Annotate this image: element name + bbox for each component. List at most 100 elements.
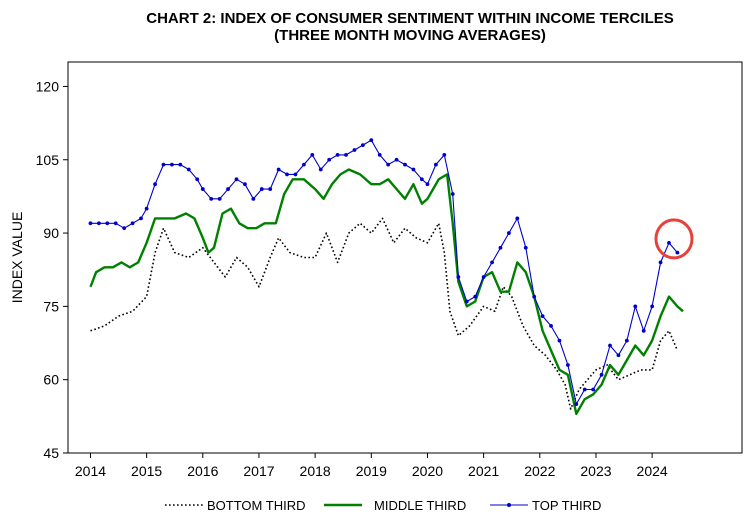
highlight-circle xyxy=(654,218,694,260)
data-point-top-third xyxy=(344,152,348,157)
x-tick-label: 2020 xyxy=(412,463,443,479)
y-axis-label: INDEX VALUE xyxy=(9,212,25,304)
series-line-middle-third xyxy=(89,168,684,416)
data-point-top-third xyxy=(523,245,528,250)
data-point-top-third xyxy=(633,304,638,309)
data-point-top-third xyxy=(498,245,503,250)
chart-title-line-1: CHART 2: INDEX OF CONSUMER SENTIMENT WIT… xyxy=(146,10,674,27)
data-point-top-third xyxy=(403,162,407,167)
data-point-top-third xyxy=(96,221,101,226)
y-tick-label: 90 xyxy=(43,225,59,241)
data-point-top-third xyxy=(557,338,562,343)
data-point-top-third xyxy=(217,196,222,201)
data-point-top-third xyxy=(318,167,323,172)
legend-label-middle-third: MIDDLE THIRD xyxy=(374,498,466,513)
data-point-top-third xyxy=(352,148,357,152)
x-tick-label: 2024 xyxy=(637,463,668,479)
legend-label-top-third: TOP THIRD xyxy=(532,498,601,513)
data-point-top-third xyxy=(178,162,183,167)
series-line-top-third xyxy=(90,139,678,405)
chart-title: CHART 2: INDEX OF CONSUMER SENTIMENT WIT… xyxy=(0,10,756,44)
data-point-top-third xyxy=(464,299,469,304)
legend-marker-top-third xyxy=(507,503,511,507)
data-point-top-third xyxy=(411,167,416,172)
data-point-top-third xyxy=(369,138,374,143)
data-point-top-third xyxy=(419,177,424,182)
data-point-top-third xyxy=(582,387,587,392)
data-point-top-third xyxy=(310,152,315,157)
x-tick-label: 2023 xyxy=(580,463,611,479)
data-point-top-third xyxy=(377,152,382,157)
data-point-top-third xyxy=(302,162,306,167)
data-point-top-third xyxy=(591,387,596,392)
x-tick-label: 2015 xyxy=(131,463,162,479)
data-point-top-third xyxy=(285,172,289,177)
data-point-top-third xyxy=(394,157,399,162)
y-tick-label: 105 xyxy=(36,152,60,168)
data-point-top-third xyxy=(667,240,671,245)
y-tick-label: 75 xyxy=(43,298,59,314)
data-point-top-third xyxy=(574,402,579,407)
data-point-top-third xyxy=(335,152,340,157)
data-point-top-third xyxy=(599,372,604,377)
x-tick-label: 2018 xyxy=(300,463,331,479)
data-point-top-third xyxy=(481,275,486,279)
x-tick-label: 2016 xyxy=(187,463,218,479)
data-point-top-third xyxy=(200,187,205,191)
data-point-top-third xyxy=(161,162,166,167)
data-point-top-third xyxy=(507,231,511,235)
y-tick-label: 45 xyxy=(43,445,59,461)
data-point-top-third xyxy=(144,206,149,211)
data-point-top-third xyxy=(293,172,298,177)
data-point-top-third xyxy=(234,177,239,182)
y-tick-label: 120 xyxy=(36,78,60,94)
x-tick-label: 2017 xyxy=(243,463,274,479)
data-point-top-third xyxy=(276,167,281,172)
data-point-top-third xyxy=(130,221,135,226)
data-point-top-third xyxy=(243,182,247,187)
data-point-top-third xyxy=(608,343,612,348)
data-point-top-third xyxy=(122,226,127,231)
x-tick-label: 2019 xyxy=(356,463,387,479)
data-point-top-third xyxy=(251,196,256,201)
chart-title-line-2: (THREE MONTH MOVING AVERAGES) xyxy=(274,27,546,44)
data-point-top-third xyxy=(139,216,143,221)
data-point-top-third xyxy=(170,162,174,167)
legend-label-bottom-third: BOTTOM THIRD xyxy=(207,498,305,513)
y-tick-label: 60 xyxy=(43,372,59,388)
data-point-top-third xyxy=(195,177,200,182)
data-point-top-third xyxy=(456,275,461,279)
x-tick-label: 2022 xyxy=(524,463,555,479)
data-point-top-third xyxy=(425,182,430,187)
series-line-bottom-third xyxy=(90,217,679,410)
data-point-top-third xyxy=(327,157,332,162)
data-point-top-third xyxy=(88,221,93,226)
chart-annotation-layer xyxy=(654,218,694,260)
data-point-top-third xyxy=(186,167,191,172)
data-point-top-third xyxy=(473,294,478,299)
data-point-top-third xyxy=(616,353,621,358)
data-point-top-third xyxy=(641,328,646,333)
data-point-top-third xyxy=(259,187,264,191)
data-point-top-third xyxy=(515,216,520,221)
plot-frame xyxy=(67,61,743,454)
data-point-top-third xyxy=(675,250,680,255)
data-point-top-third xyxy=(360,143,365,147)
chart-legend: BOTTOM THIRD MIDDLE THIRD TOP THIRD xyxy=(165,498,601,513)
data-point-top-third xyxy=(153,182,157,187)
data-point-top-third xyxy=(433,162,438,167)
data-point-top-third xyxy=(450,192,455,196)
data-point-top-third xyxy=(268,187,273,191)
data-point-top-third xyxy=(532,294,537,299)
data-point-top-third xyxy=(226,187,230,191)
data-point-top-third xyxy=(113,221,118,226)
data-point-top-third xyxy=(386,162,391,167)
data-point-top-third xyxy=(549,324,553,328)
data-point-top-third xyxy=(624,338,629,343)
data-point-top-third xyxy=(650,304,655,309)
data-point-top-third xyxy=(540,314,545,319)
data-point-top-third xyxy=(209,196,214,201)
data-point-top-third xyxy=(565,363,570,367)
data-point-top-third xyxy=(490,260,494,265)
